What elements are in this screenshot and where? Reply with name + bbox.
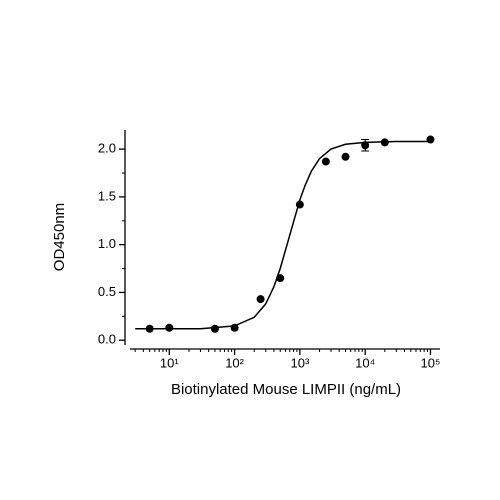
y-tick-label: 2.0 (98, 141, 116, 156)
y-tick-label: 1.0 (98, 236, 116, 251)
x-tick-label: 10⁴ (355, 355, 375, 370)
data-point (295, 200, 304, 209)
data-point (145, 324, 154, 333)
data-point (380, 138, 389, 147)
data-point (230, 323, 239, 332)
x-axis-title: Biotinylated Mouse LIMPII (ng/mL) (171, 381, 401, 398)
x-tick-label: 10³ (290, 355, 309, 370)
data-point (256, 295, 265, 304)
data-point (276, 274, 285, 283)
x-tick-label: 10¹ (160, 355, 179, 370)
y-tick-label: 0.5 (98, 284, 116, 299)
x-tick-label: 10⁵ (421, 355, 441, 370)
data-point (165, 323, 174, 332)
fit-curve (135, 140, 431, 330)
data-point (321, 157, 330, 166)
data-point (361, 141, 370, 150)
y-axis-title: OD450nm (51, 203, 68, 271)
data-point (210, 324, 219, 333)
data-point (341, 152, 350, 161)
y-tick-label: 1.5 (98, 188, 116, 203)
data-point (426, 135, 435, 144)
y-tick-label: 0.0 (98, 332, 116, 347)
x-tick-label: 10² (225, 355, 244, 370)
